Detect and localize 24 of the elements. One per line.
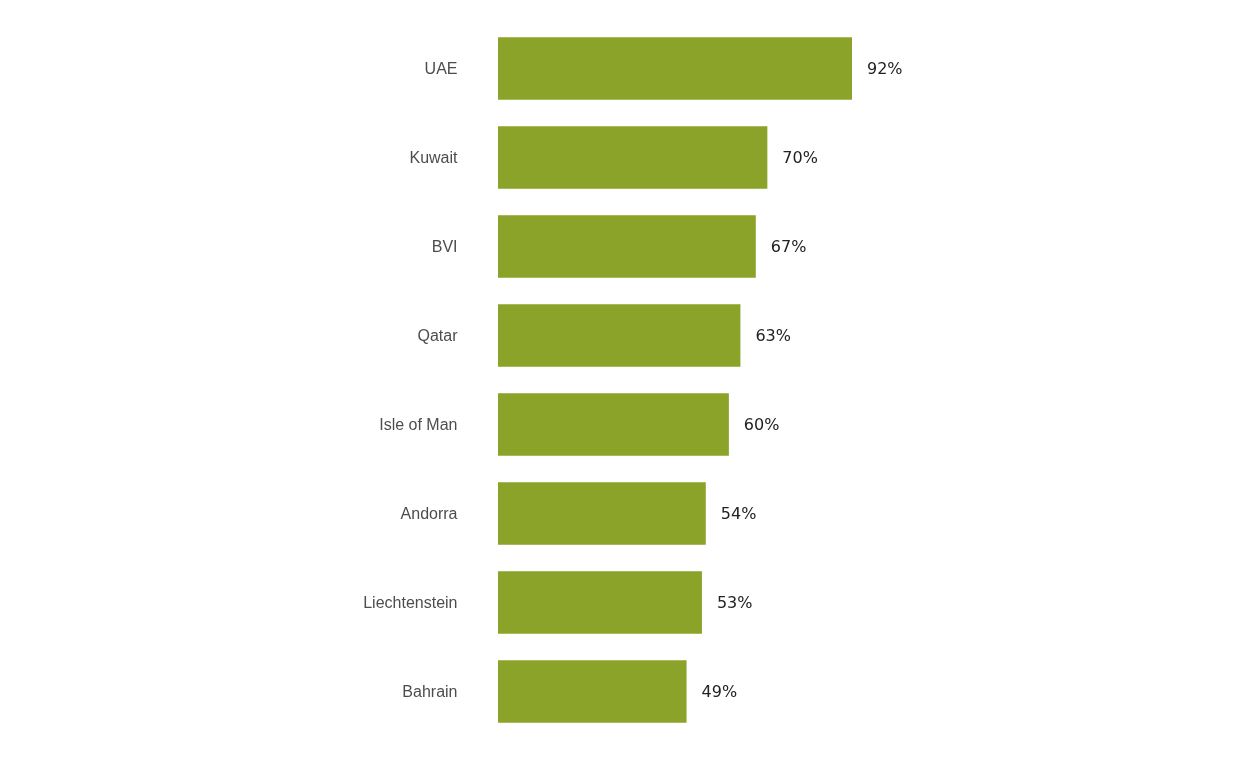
- bar: [498, 482, 706, 545]
- y-tick-label: Kuwait: [409, 148, 459, 166]
- bar: [498, 215, 756, 278]
- data-label: 54%: [720, 503, 757, 523]
- bar: [498, 126, 768, 189]
- data-label: 49%: [701, 681, 738, 701]
- y-tick-label: UAE: [424, 59, 458, 77]
- data-label: 63%: [755, 325, 791, 345]
- y-tick-label: Isle of Man: [379, 415, 458, 433]
- data-label: 60%: [743, 414, 780, 434]
- bar: [498, 393, 729, 456]
- y-tick-label: Qatar: [417, 326, 459, 344]
- bar: [498, 660, 687, 723]
- data-label: 70%: [782, 147, 818, 167]
- data-label: 67%: [770, 236, 807, 256]
- bar: [498, 571, 702, 634]
- y-tick-label: BVI: [431, 237, 458, 255]
- data-label: 92%: [867, 58, 903, 78]
- bar: [498, 37, 852, 100]
- y-tick-label: Bahrain: [402, 682, 458, 700]
- data-label: 53%: [716, 592, 753, 612]
- bar: [498, 304, 741, 367]
- y-tick-label: Liechtenstein: [363, 593, 458, 611]
- y-tick-label: Andorra: [400, 504, 458, 522]
